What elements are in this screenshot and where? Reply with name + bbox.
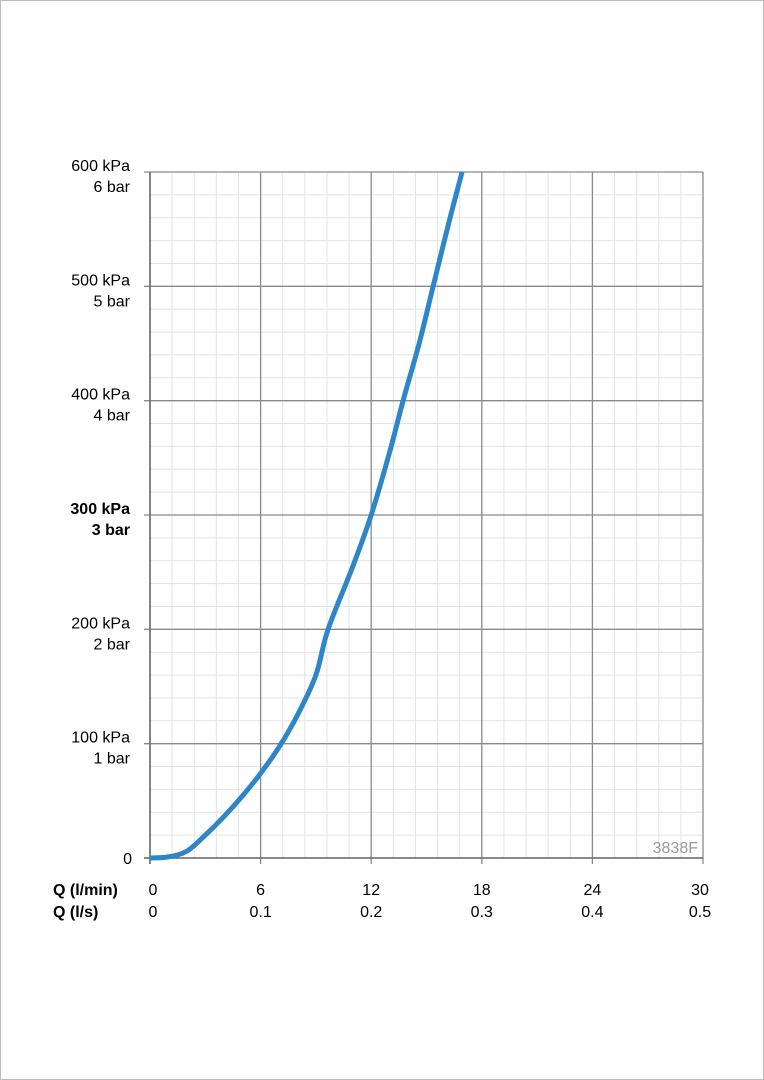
y-tick-label-bar: 3 bar bbox=[92, 522, 130, 539]
y-tick-label-bar: 2 bar bbox=[94, 636, 131, 653]
x-axis-label-ls: Q (l/s) bbox=[53, 904, 98, 921]
y-tick-label-bar: 1 bar bbox=[94, 751, 131, 768]
x-tick-label-ls: 0.2 bbox=[360, 904, 382, 921]
y-tick-label-kpa: 400 kPa bbox=[71, 387, 130, 404]
x-tick-label-lmin: 30 bbox=[691, 882, 709, 899]
pressure-curve bbox=[149, 171, 465, 861]
chart-code-label: 3838F bbox=[653, 840, 699, 857]
y-tick-label-bar: 6 bar bbox=[94, 179, 131, 196]
y-tick-label-bar: 5 bar bbox=[94, 293, 131, 310]
x-tick-label-ls: 0.3 bbox=[471, 904, 493, 921]
y-tick-label-kpa: 600 kPa bbox=[71, 158, 130, 175]
y-tick-label-kpa: 200 kPa bbox=[71, 615, 130, 632]
y-tick-label-kpa: 100 kPa bbox=[71, 730, 130, 747]
x-tick-label-ls: 0 bbox=[149, 904, 158, 921]
x-tick-label-lmin: 18 bbox=[473, 882, 491, 899]
x-tick-label-lmin: 12 bbox=[362, 882, 380, 899]
x-tick-label-lmin: 0 bbox=[149, 882, 158, 899]
x-tick-label-ls: 0.5 bbox=[689, 904, 711, 921]
x-tick-label-ls: 0.1 bbox=[249, 904, 271, 921]
y-tick-label-kpa: 500 kPa bbox=[71, 272, 130, 289]
x-axis-label-lmin: Q (l/min) bbox=[53, 882, 118, 899]
y-tick-label-bar: 4 bar bbox=[94, 408, 131, 425]
y-tick-label-kpa: 300 kPa bbox=[70, 501, 130, 518]
x-tick-label-ls: 0.4 bbox=[581, 904, 603, 921]
x-tick-label-lmin: 6 bbox=[256, 882, 265, 899]
x-tick-label-lmin: 24 bbox=[584, 882, 602, 899]
y-tick-label-kpa: 0 bbox=[123, 851, 132, 868]
